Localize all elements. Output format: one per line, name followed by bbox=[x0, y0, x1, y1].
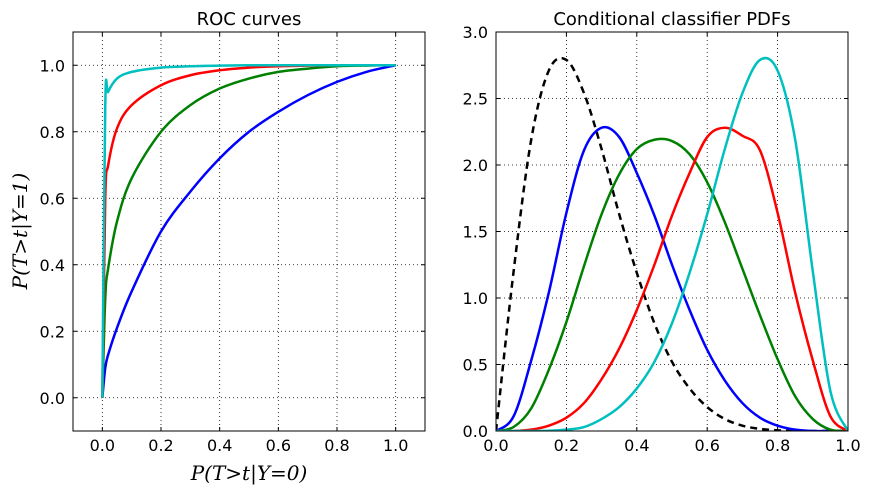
roc-series-line-3 bbox=[101, 63, 396, 398]
roc-chart-title: ROC curves bbox=[197, 9, 302, 30]
pdf-y-tick-label: 0.0 bbox=[463, 422, 488, 441]
pdf-y-tick-label: 3.0 bbox=[463, 23, 488, 42]
roc-x-tick-label: 0.8 bbox=[324, 436, 349, 455]
pdf-y-tick-label: 2.0 bbox=[463, 156, 488, 175]
pdf-y-tick-label: 1.0 bbox=[463, 289, 488, 308]
roc-y-tick-label: 0.6 bbox=[40, 189, 65, 208]
pdf-series-line-2 bbox=[496, 137, 848, 431]
roc-chart-panel: ROC curves 0.0 0.2 0.4 0.6 0.8 1.0 0.0 0.2 0.4 0.… bbox=[8, 9, 426, 486]
roc-x-tick-label: 0.2 bbox=[148, 436, 173, 455]
roc-x-tick-label: 0.4 bbox=[207, 436, 232, 455]
roc-x-tick-label: 0.0 bbox=[90, 436, 115, 455]
pdf-x-tick-label: 0.4 bbox=[624, 436, 649, 455]
pdf-y-tick-label: 1.5 bbox=[463, 223, 488, 242]
pdf-x-tick-label: 0.8 bbox=[765, 436, 790, 455]
roc-y-tick-label: 0.4 bbox=[40, 256, 65, 275]
roc-y-tick-label: 0.2 bbox=[40, 322, 65, 341]
pdf-y-tick-label: 2.5 bbox=[463, 90, 488, 109]
pdf-series-line-4 bbox=[496, 56, 848, 431]
pdf-x-tick-label: 1.0 bbox=[835, 436, 860, 455]
roc-y-tick-label: 1.0 bbox=[40, 56, 65, 75]
pdf-x-tick-label: 0.0 bbox=[483, 436, 508, 455]
pdf-chart-title: Conditional classifier PDFs bbox=[553, 9, 790, 30]
pdf-series-line-0 bbox=[496, 56, 848, 431]
pdf-series-line-1 bbox=[496, 125, 848, 431]
pdf-y-tick-label: 0.5 bbox=[463, 356, 488, 375]
roc-x-tick-label: 0.6 bbox=[266, 436, 291, 455]
roc-plot-frame bbox=[72, 31, 426, 432]
roc-series-line-2 bbox=[101, 63, 396, 398]
roc-series-line-1 bbox=[101, 64, 396, 398]
roc-y-tick-label: 0.0 bbox=[40, 389, 65, 408]
pdf-x-tick-label: 0.2 bbox=[554, 436, 579, 455]
roc-series-line-0 bbox=[101, 64, 396, 398]
roc-x-axis-label: P(T>t|Y=0) bbox=[190, 461, 308, 486]
pdf-x-tick-label: 0.6 bbox=[694, 436, 719, 455]
pdf-series-line-3 bbox=[496, 126, 848, 431]
roc-y-axis-label: P(T>t|Y=1) bbox=[8, 173, 33, 291]
roc-y-tick-label: 0.8 bbox=[40, 123, 65, 142]
roc-x-tick-label: 1.0 bbox=[383, 436, 408, 455]
pdf-chart-panel: Conditional classifier PDFs 0.0 0.2 0.4 0.6… bbox=[463, 9, 861, 455]
